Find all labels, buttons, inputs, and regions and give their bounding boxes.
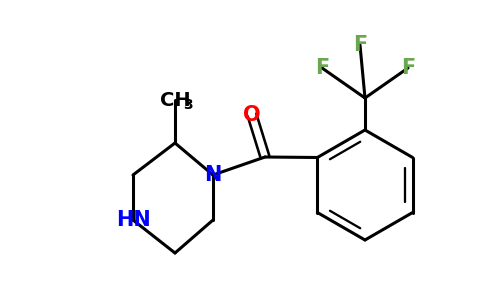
Text: F: F	[401, 58, 415, 78]
Text: N: N	[204, 165, 222, 185]
Text: F: F	[353, 35, 367, 55]
Text: 3: 3	[183, 98, 193, 112]
Text: CH: CH	[160, 91, 190, 110]
Text: HN: HN	[116, 210, 151, 230]
Text: F: F	[315, 58, 329, 78]
Text: O: O	[243, 105, 261, 125]
